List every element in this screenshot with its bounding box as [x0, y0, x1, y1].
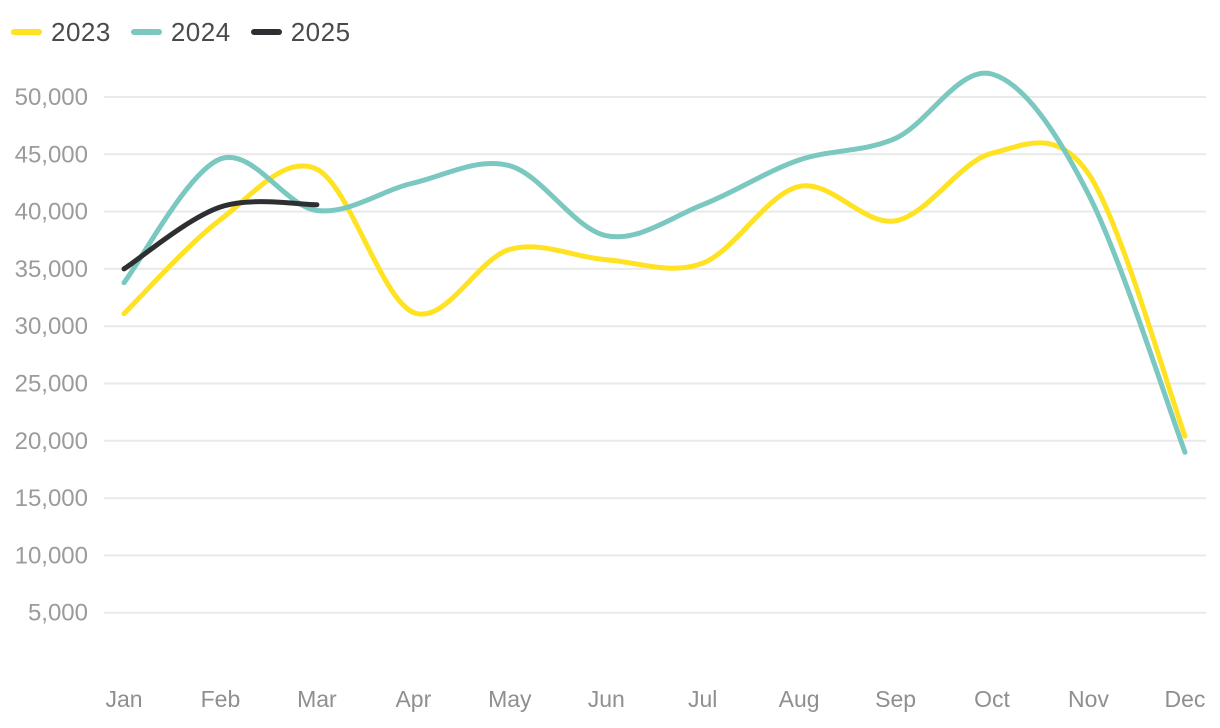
legend-swatch-2025-icon — [250, 29, 282, 35]
y-axis-tick-label: 10,000 — [15, 542, 88, 569]
y-axis-tick-label: 20,000 — [15, 428, 88, 455]
x-axis-tick-label: Mar — [297, 686, 337, 712]
y-axis-tick-label: 40,000 — [15, 199, 88, 226]
x-axis-tick-label: Nov — [1068, 686, 1109, 712]
legend-label-2024: 2024 — [170, 17, 231, 47]
y-axis-tick-label: 25,000 — [15, 371, 88, 398]
chart-legend: 2023 2024 2025 — [11, 17, 351, 47]
x-axis-tick-label: May — [488, 686, 532, 712]
x-axis-tick-label: Oct — [974, 686, 1010, 712]
legend-swatch-2024-icon — [130, 29, 162, 35]
series-line-2025 — [121, 199, 320, 272]
x-axis-tick-label: Sep — [875, 686, 916, 712]
x-axis-tick-label: Aug — [779, 686, 820, 712]
y-axis-tick-label: 30,000 — [15, 313, 88, 340]
y-axis-tick-label: 35,000 — [15, 256, 88, 283]
x-axis-tick-label: Jun — [588, 686, 625, 712]
legend-item-2023[interactable]: 2023 — [11, 17, 111, 47]
x-axis-tick-label: Jul — [688, 686, 717, 712]
y-axis-tick-label: 45,000 — [15, 141, 88, 168]
x-axis-tick-label: Dec — [1164, 686, 1205, 712]
legend-swatch-2023-icon — [11, 29, 42, 35]
x-axis-tick-label: Jan — [105, 686, 142, 712]
y-axis-tick-label: 50,000 — [15, 84, 88, 111]
x-axis-tick-label: Feb — [201, 686, 241, 712]
x-axis-tick-label: Apr — [395, 686, 431, 712]
legend-label-2023: 2023 — [51, 17, 111, 47]
y-axis-tick-label: 15,000 — [15, 485, 88, 512]
legend-item-2024[interactable]: 2024 — [130, 17, 231, 47]
legend-label-2025: 2025 — [290, 17, 351, 47]
legend-item-2025[interactable]: 2025 — [250, 17, 351, 47]
series-line-2024 — [121, 70, 1188, 455]
y-axis-tick-label: 5,000 — [28, 600, 88, 627]
series-line-2023 — [121, 140, 1188, 439]
